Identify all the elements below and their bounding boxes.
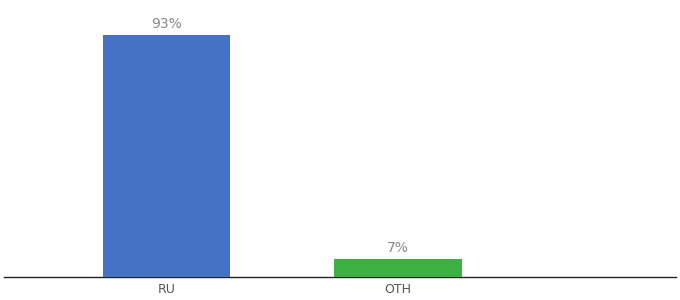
Bar xyxy=(334,259,462,277)
Bar xyxy=(103,35,230,277)
Text: 7%: 7% xyxy=(387,241,409,255)
Text: 93%: 93% xyxy=(151,17,182,32)
